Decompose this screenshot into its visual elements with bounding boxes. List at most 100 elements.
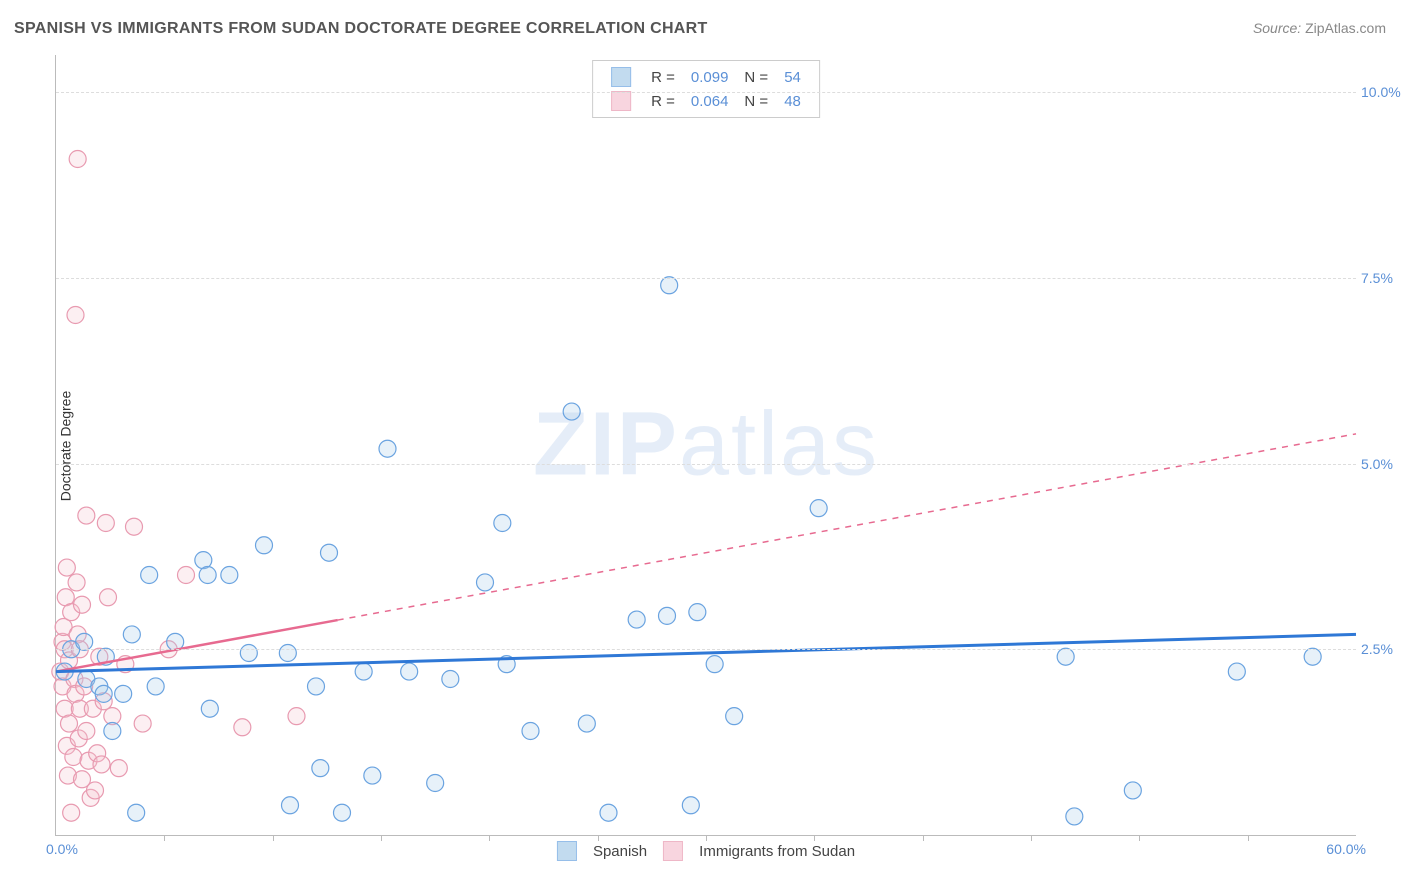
scatter-point — [321, 544, 338, 561]
scatter-point — [379, 440, 396, 457]
scatter-point — [78, 507, 95, 524]
scatter-point — [563, 403, 580, 420]
legend-correlation: R =0.099N =54R =0.064N =48 — [592, 60, 820, 118]
x-tick-mark — [164, 835, 165, 841]
scatter-point — [201, 700, 218, 717]
scatter-point — [477, 574, 494, 591]
scatter-point — [95, 685, 112, 702]
source-attribution: Source: ZipAtlas.com — [1253, 20, 1386, 36]
scatter-point — [522, 723, 539, 740]
legend-swatch — [663, 841, 683, 861]
scatter-point — [123, 626, 140, 643]
scatter-point — [78, 723, 95, 740]
scatter-point — [115, 685, 132, 702]
scatter-point — [628, 611, 645, 628]
x-tick-mark — [706, 835, 707, 841]
scatter-point — [110, 760, 127, 777]
chart-container: SPANISH VS IMMIGRANTS FROM SUDAN DOCTORA… — [0, 0, 1406, 892]
scatter-point — [93, 756, 110, 773]
scatter-point — [134, 715, 151, 732]
scatter-point — [401, 663, 418, 680]
scatter-point — [1228, 663, 1245, 680]
source-label: Source: — [1253, 20, 1301, 36]
scatter-point — [128, 804, 145, 821]
gridline — [56, 649, 1356, 650]
scatter-point — [442, 671, 459, 688]
y-tick-label: 5.0% — [1361, 456, 1406, 472]
x-tick-mark — [814, 835, 815, 841]
chart-title: SPANISH VS IMMIGRANTS FROM SUDAN DOCTORA… — [14, 20, 708, 38]
legend-label: Immigrants from Sudan — [699, 843, 855, 860]
scatter-point — [199, 567, 216, 584]
scatter-point — [74, 596, 91, 613]
legend-swatch — [557, 841, 577, 861]
scatter-point — [810, 500, 827, 517]
gridline — [56, 278, 1356, 279]
gridline — [56, 464, 1356, 465]
scatter-point — [661, 277, 678, 294]
scatter-point — [659, 607, 676, 624]
scatter-point — [141, 567, 158, 584]
scatter-point — [364, 767, 381, 784]
scatter-point — [87, 782, 104, 799]
scatter-point — [427, 775, 444, 792]
scatter-point — [279, 645, 296, 662]
x-tick-mark — [489, 835, 490, 841]
scatter-point — [100, 589, 117, 606]
scatter-point — [104, 723, 121, 740]
source-value: ZipAtlas.com — [1305, 20, 1386, 36]
trend-line-dashed — [338, 434, 1356, 620]
scatter-point — [63, 804, 80, 821]
scatter-point — [256, 537, 273, 554]
x-tick-mark — [1031, 835, 1032, 841]
scatter-point — [1057, 648, 1074, 665]
scatter-point — [494, 515, 511, 532]
scatter-point — [726, 708, 743, 725]
scatter-point — [1066, 808, 1083, 825]
x-tick-min: 0.0% — [46, 841, 78, 857]
scatter-point — [312, 760, 329, 777]
scatter-point — [69, 151, 86, 168]
x-tick-mark — [1248, 835, 1249, 841]
scatter-point — [240, 645, 257, 662]
scatter-point — [1124, 782, 1141, 799]
scatter-point — [1304, 648, 1321, 665]
scatter-point — [67, 307, 84, 324]
y-tick-label: 7.5% — [1361, 270, 1406, 286]
x-tick-mark — [381, 835, 382, 841]
y-tick-label: 2.5% — [1361, 641, 1406, 657]
scatter-point — [147, 678, 164, 695]
plot-svg — [56, 55, 1356, 835]
gridline — [56, 92, 1356, 93]
x-tick-mark — [923, 835, 924, 841]
x-tick-mark — [598, 835, 599, 841]
scatter-point — [600, 804, 617, 821]
scatter-point — [578, 715, 595, 732]
x-tick-max: 60.0% — [1326, 841, 1366, 857]
y-tick-label: 10.0% — [1361, 84, 1406, 100]
scatter-point — [355, 663, 372, 680]
scatter-point — [288, 708, 305, 725]
scatter-point — [58, 559, 75, 576]
x-tick-mark — [273, 835, 274, 841]
scatter-point — [76, 633, 93, 650]
scatter-point — [682, 797, 699, 814]
legend-series: Spanish Immigrants from Sudan — [549, 841, 863, 861]
scatter-point — [178, 567, 195, 584]
scatter-point — [282, 797, 299, 814]
legend-label: Spanish — [593, 843, 647, 860]
scatter-point — [68, 574, 85, 591]
scatter-point — [689, 604, 706, 621]
scatter-point — [65, 749, 82, 766]
legend-row: R =0.099N =54 — [603, 65, 809, 89]
scatter-point — [706, 656, 723, 673]
scatter-point — [234, 719, 251, 736]
scatter-point — [97, 515, 114, 532]
plot-area: ZIPatlas R =0.099N =54R =0.064N =48 Span… — [55, 55, 1356, 836]
scatter-point — [126, 518, 143, 535]
scatter-point — [221, 567, 238, 584]
scatter-point — [61, 715, 78, 732]
scatter-point — [334, 804, 351, 821]
x-tick-mark — [1139, 835, 1140, 841]
scatter-point — [308, 678, 325, 695]
